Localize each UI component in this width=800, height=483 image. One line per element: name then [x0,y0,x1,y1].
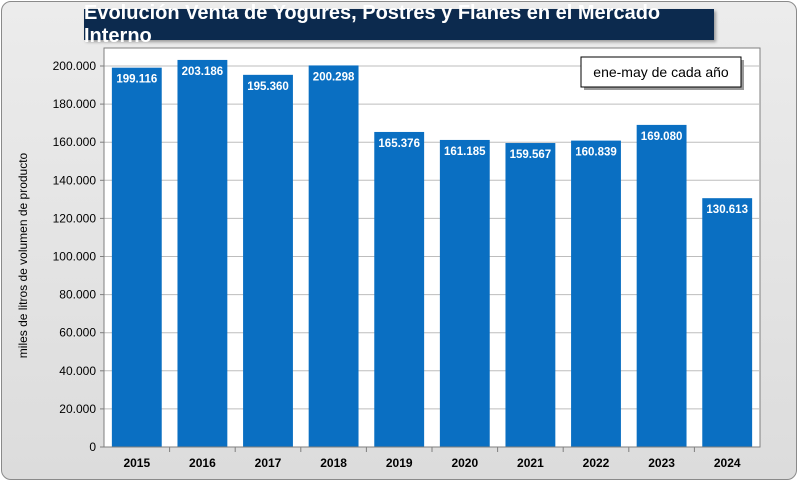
bar-2020 [439,139,490,448]
bar-value-label: 169.080 [641,131,683,143]
bar-value-label: 203.186 [182,66,224,78]
x-tick-label: 2020 [451,456,478,470]
bar-2016 [177,59,228,448]
y-tick-label: 40.000 [59,364,96,378]
y-axis-ticks: 0 20.000 40.000 60.000 80.000 100.000 120.000 1… [53,59,104,454]
bar-2024 [702,198,753,447]
y-tick-label: 80.000 [59,288,96,302]
x-tick-label: 2018 [320,456,347,470]
bar-2015 [111,67,162,447]
bar-2017 [243,74,293,447]
x-tick-label: 2021 [517,456,544,470]
x-tick-label: 2022 [583,456,610,470]
y-axis-label: miles de litros de volumen de producto [16,152,30,358]
x-axis-ticks: 2015 2016 2017 2018 2019 2020 2021 2022 2023 2024 [123,447,741,470]
x-tick-label: 2024 [714,456,741,470]
bar-2021 [505,143,556,447]
x-tick-label: 2023 [648,456,675,470]
period-note-box [580,56,742,88]
bar-2018 [308,65,359,447]
bar-value-label: 200.298 [313,71,355,83]
bar-value-label: 159.567 [510,149,552,161]
bar-value-label: 160.839 [575,147,617,159]
y-tick-label: 140.000 [53,173,97,187]
period-note: ene-may de cada año [580,56,744,90]
y-tick-label: 200.000 [53,59,97,73]
x-tick-label: 2019 [386,456,413,470]
bars: 199.116 203.186 195.360 200.298 165.376 161.1… [111,59,753,448]
bar-value-label: 130.613 [706,204,748,216]
x-tick-label: 2015 [123,456,150,470]
bar-2019 [374,131,425,447]
bar-2023 [636,124,687,448]
bar-value-label: 161.185 [444,146,486,158]
bar-2022 [571,140,621,448]
y-tick-label: 120.000 [53,211,97,225]
y-tick-label: 60.000 [59,326,96,340]
y-tick-label: 0 [89,440,96,454]
bar-value-label: 195.360 [247,81,289,93]
y-tick-label: 100.000 [53,250,97,264]
y-tick-label: 20.000 [59,402,96,416]
bar-value-label: 165.376 [378,138,420,150]
x-tick-label: 2016 [189,456,216,470]
y-tick-label: 180.000 [53,97,97,111]
x-tick-label: 2017 [255,456,282,470]
bar-value-label: 199.116 [116,74,157,86]
y-tick-label: 160.000 [53,135,97,149]
period-note-text: ene-may de cada año [593,64,729,80]
